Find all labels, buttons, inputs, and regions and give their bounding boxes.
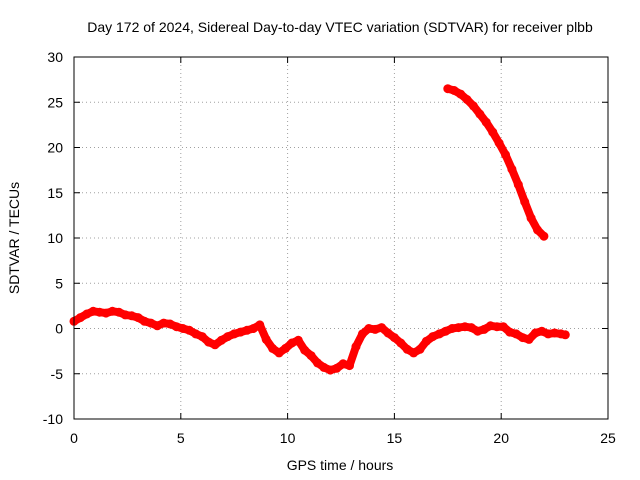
x-tick-label: 5 [177,430,185,446]
y-tick-label: 30 [47,49,63,65]
data-point [357,329,367,339]
grid-lines [74,57,608,419]
data-point [488,127,498,137]
data-point [475,109,485,119]
data-point [293,335,303,345]
data-point [533,225,542,235]
y-tick-label: 0 [55,321,63,337]
data-point [524,334,534,344]
data-point [268,343,278,353]
data-point [389,333,399,343]
data-point [383,328,393,338]
data-point [415,344,425,354]
y-tick-label: 5 [55,275,63,291]
data-point [313,358,322,368]
y-tick-label: 20 [47,140,63,156]
data-point [468,101,478,111]
data-point [281,343,290,353]
data-point [255,320,265,330]
data-point [481,117,491,127]
data-point [513,180,523,190]
data-point [507,164,517,174]
data-point [456,89,466,99]
data-point [210,340,220,350]
data-point [306,351,316,361]
data-point [300,345,310,355]
chart-title: Day 172 of 2024, Sidereal Day-to-day VTE… [87,19,593,35]
x-tick-label: 0 [70,430,78,446]
axis-ticks [73,56,609,420]
y-axis-label: SDTVAR / TECUs [6,182,22,294]
data-point [396,338,406,348]
data-point [421,336,431,346]
data-point [377,323,387,333]
data-point [261,334,271,344]
x-tick-label: 25 [600,430,616,446]
data-point [501,150,510,160]
data-point [539,231,549,241]
y-tick-label: 15 [47,185,63,201]
data-point [520,197,530,207]
x-tick-label: 15 [387,430,403,446]
y-tick-label: 25 [47,94,63,110]
data-point [462,95,472,104]
data-point [345,361,354,371]
y-tick-label: -10 [43,411,63,427]
x-axis-label: GPS time / hours [287,457,394,473]
data-point [492,322,502,332]
data-point [498,322,508,332]
data-point [526,213,536,223]
data-point [197,332,207,342]
data-point [274,348,284,358]
data-point [494,138,504,148]
x-tick-label: 10 [280,430,296,446]
data-point [351,342,361,352]
data-point [560,330,570,340]
x-tick-label: 20 [493,430,509,446]
data-series [69,84,570,375]
tick-labels: 0 5 10 15 20 25 -10 -5 0 5 10 15 20 25 30 [43,49,616,446]
data-point [332,363,342,373]
y-tick-label: -5 [51,366,64,382]
y-tick-label: 10 [47,230,63,246]
